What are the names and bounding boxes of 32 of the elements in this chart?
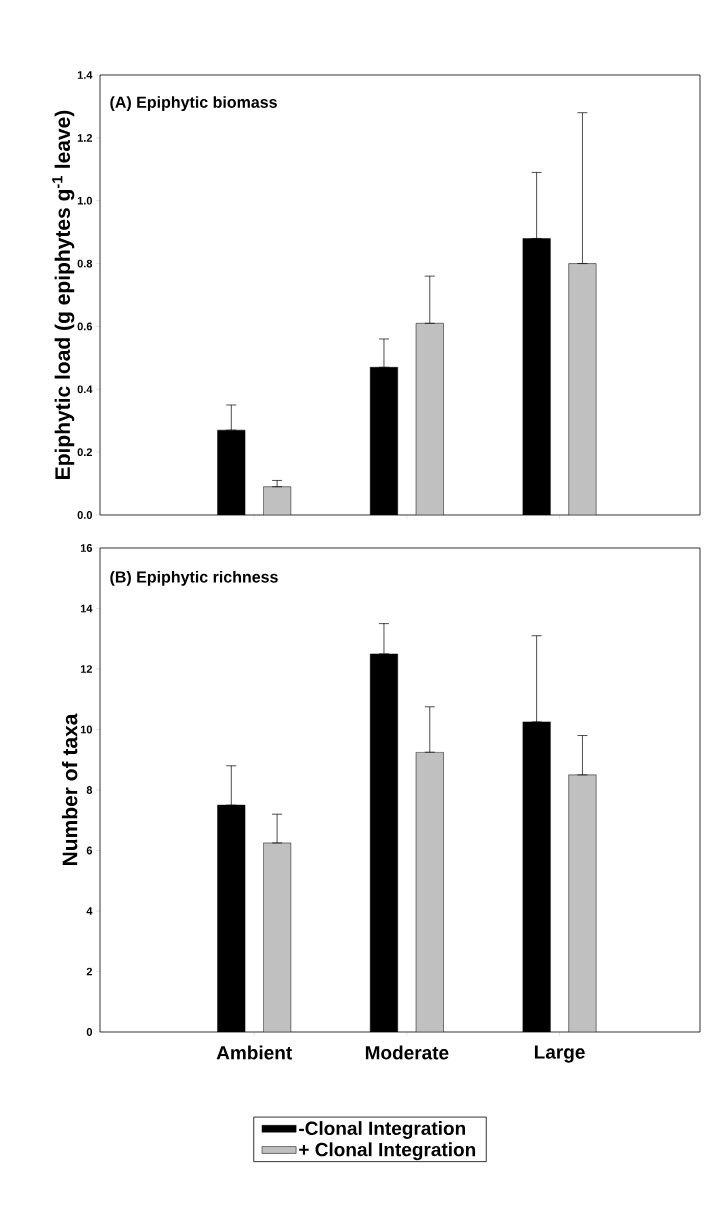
y-tick-label: 0.2	[77, 448, 93, 457]
y-tick-label: 8	[86, 786, 93, 794]
y-tick-label: 0.4	[77, 385, 93, 394]
y-axis-title: Epiphytic load (g epiphytes g$^{-1}$ leave)	[52, 110, 75, 479]
legend-label: + Clonal Integration	[299, 1142, 476, 1161]
y-tick-label: 0.6	[77, 322, 93, 331]
y-tick-label: 12	[80, 665, 93, 673]
y-tick-label: 1.2	[77, 134, 93, 142]
y-tick-label: 10	[80, 725, 93, 734]
bar	[263, 486, 292, 515]
text: (B) Epiphytic richness	[110, 570, 278, 586]
text: (A) Epiphytic biomass	[110, 96, 277, 112]
y-tick-label: 1.4	[77, 71, 93, 79]
bar	[263, 842, 292, 1032]
y-tick-label: 4	[86, 907, 93, 915]
x-tick-label: Large	[534, 1045, 585, 1063]
bar	[415, 323, 444, 515]
y-tick-label: 0.0	[77, 511, 93, 519]
x-tick-label: Moderate	[365, 1045, 449, 1060]
bar	[568, 263, 597, 515]
legend-label: -Clonal Integration	[299, 1121, 466, 1139]
y-tick-label: 1.0	[77, 196, 93, 205]
y-axis-title: Number of taxa	[61, 713, 78, 866]
y-tick-label: 0.8	[77, 259, 93, 268]
bar	[415, 751, 444, 1032]
y-tick-label: 6	[86, 846, 93, 855]
y-tick-label: 2	[86, 967, 93, 976]
y-tick-label: 0	[86, 1028, 93, 1036]
bar	[568, 774, 597, 1032]
y-tick-label: 16	[80, 544, 93, 552]
y-tick-label: 14	[80, 604, 93, 613]
x-tick-label: Ambient	[216, 1045, 292, 1060]
